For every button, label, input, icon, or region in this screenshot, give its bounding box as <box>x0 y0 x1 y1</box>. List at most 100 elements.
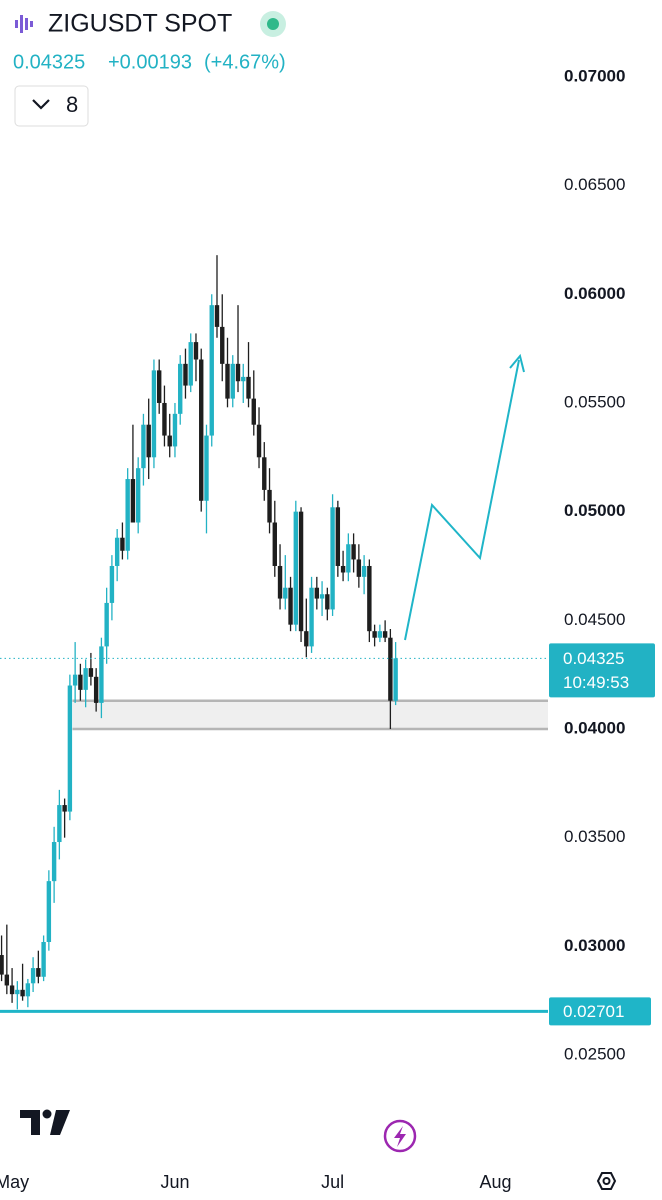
y-tick-label: 0.03000 <box>564 936 625 955</box>
candle-body <box>393 658 398 701</box>
candle-body <box>135 468 141 523</box>
candle-body <box>188 342 193 386</box>
settings-button[interactable] <box>596 1172 617 1190</box>
support-zone <box>72 700 549 729</box>
candle-body <box>204 435 209 501</box>
x-tick-label: Jul <box>321 1172 344 1192</box>
candle-body <box>67 685 73 812</box>
price-change-pct: (+4.67%) <box>204 51 286 73</box>
candle-body <box>46 881 52 942</box>
countdown: 10:49:53 <box>563 673 629 692</box>
indicator-count: 8 <box>66 92 78 117</box>
price-line-label: 0.02701 <box>563 1002 624 1021</box>
chevron <box>32 99 50 110</box>
candle-body <box>225 363 230 399</box>
y-tick-label: 0.07000 <box>564 66 625 85</box>
candle-body <box>9 985 15 995</box>
candle-body <box>151 370 157 458</box>
candle-body <box>272 522 277 566</box>
x-tick-label: Jun <box>160 1172 189 1192</box>
candle-body <box>57 805 62 843</box>
candle-body <box>0 955 4 975</box>
price-change: +0.00193 <box>108 51 192 73</box>
candle-body <box>298 511 304 632</box>
candle-body <box>277 565 283 599</box>
y-tick-label: 0.05000 <box>564 501 625 520</box>
candle-body <box>256 424 262 458</box>
candle-body <box>314 587 320 599</box>
candle-body <box>382 631 388 638</box>
candle-body <box>209 305 214 436</box>
x-tick-label: Aug <box>479 1172 511 1192</box>
candle-body <box>361 565 367 577</box>
candle-body <box>93 676 99 703</box>
candle-body <box>367 565 372 632</box>
candle-body <box>193 342 199 360</box>
candle-body <box>351 544 356 560</box>
candle-body <box>288 587 293 625</box>
candle-body <box>51 842 57 882</box>
candle-body <box>330 507 335 610</box>
candle-body <box>99 646 104 703</box>
candle-body <box>335 507 341 566</box>
candle-body <box>293 511 299 625</box>
y-tick-label: 0.02500 <box>564 1045 625 1064</box>
candle-body <box>109 565 115 603</box>
candle-body <box>340 565 346 573</box>
indicator-toggle[interactable] <box>14 85 89 127</box>
y-tick-label: 0.06000 <box>564 284 625 303</box>
tradingview-logo <box>20 1109 70 1135</box>
candle-body <box>114 537 120 566</box>
candle-body <box>62 805 67 812</box>
symbol-icon <box>15 15 33 33</box>
status-dot-core <box>267 18 279 30</box>
y-tick-label: 0.06500 <box>564 175 625 194</box>
candle-body <box>83 668 88 690</box>
candle-body <box>388 637 393 701</box>
candle-body <box>72 674 78 686</box>
candle-body <box>141 424 146 469</box>
arrow-head <box>509 353 525 373</box>
candle-body <box>178 363 183 414</box>
candle-body <box>4 974 10 986</box>
candle-body <box>25 983 31 997</box>
y-tick-label: 0.04500 <box>564 610 625 629</box>
symbol: ZIGUSDT SPOT <box>48 10 232 38</box>
candle-body <box>130 479 136 523</box>
candle-body <box>262 457 267 490</box>
candle-body <box>220 326 225 364</box>
last-price: 0.04325 <box>13 51 85 73</box>
candle-body <box>146 424 151 458</box>
lightning-icon <box>394 1126 406 1147</box>
candle-body <box>78 674 83 690</box>
candle-body <box>283 587 288 599</box>
candle-body <box>267 489 272 523</box>
candle-body <box>214 305 220 327</box>
candle-body <box>104 602 109 647</box>
settings-icon <box>602 1177 611 1185</box>
y-tick-label: 0.05500 <box>564 392 625 411</box>
plot <box>0 255 549 1010</box>
candle-body <box>356 559 362 577</box>
candle-body <box>235 363 241 382</box>
candle-body <box>20 989 25 997</box>
candle-body <box>156 370 162 403</box>
last-price-tag <box>549 643 655 698</box>
candle-body <box>241 376 246 382</box>
price-line-tag <box>549 997 651 1026</box>
y-tick-label: 0.04000 <box>564 718 625 737</box>
candle-body <box>377 631 383 638</box>
candle-body <box>183 363 188 386</box>
candle-body <box>199 359 204 501</box>
projection-path <box>404 359 520 641</box>
lightning-button[interactable] <box>383 1119 417 1153</box>
candle-body <box>319 594 325 599</box>
y-tick-label: 0.03500 <box>564 827 625 846</box>
candle-body <box>15 989 20 995</box>
candle-body <box>162 402 167 436</box>
candle-body <box>30 968 36 984</box>
candle-body <box>309 587 314 647</box>
candle-body <box>304 631 309 647</box>
